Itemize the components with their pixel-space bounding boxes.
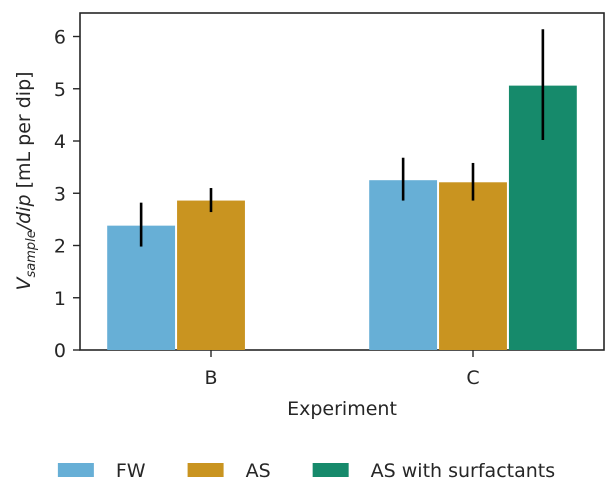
plot-frame: [79, 12, 605, 351]
y-tick-label-3: 3: [54, 183, 66, 205]
legend: FW AS AS with surfactants: [57, 460, 555, 482]
y-tick-label-4: 4: [54, 131, 66, 153]
y-axis-title-subscript: sample: [24, 230, 39, 277]
legend-swatch-as-with-surfactants: [312, 463, 349, 477]
x-tick-label-c: C: [466, 367, 479, 389]
y-axis: 0 1 2 3 4 5 6: [54, 27, 80, 362]
bar-fw-c: [369, 180, 438, 350]
y-axis-title-var: V: [13, 276, 35, 291]
bars-layer: [107, 85, 577, 350]
y-tick-label-1: 1: [54, 288, 66, 310]
y-tick-label-2: 2: [54, 236, 66, 258]
legend-label-as-with-surfactants: AS with surfactants: [371, 460, 555, 482]
bar-as-b: [177, 200, 245, 350]
x-axis-title: Experiment: [287, 398, 397, 420]
legend-swatch-as: [187, 463, 224, 477]
legend-swatch-fw: [57, 463, 94, 477]
legend-label-as: AS: [246, 460, 271, 482]
x-tick-label-b: B: [204, 367, 217, 389]
y-axis-title: Vsample/dip [mL per dip]: [13, 71, 39, 290]
legend-label-fw: FW: [116, 460, 146, 482]
y-tick-label-0: 0: [54, 340, 66, 362]
bar-as-c: [439, 182, 507, 350]
y-tick-label-5: 5: [54, 79, 66, 101]
error-bars-layer: [139, 29, 545, 247]
y-axis-title-denominator: /dip: [13, 194, 35, 232]
y-axis-title-unit: [mL per dip]: [13, 71, 35, 194]
y-tick-label-6: 6: [54, 27, 66, 49]
